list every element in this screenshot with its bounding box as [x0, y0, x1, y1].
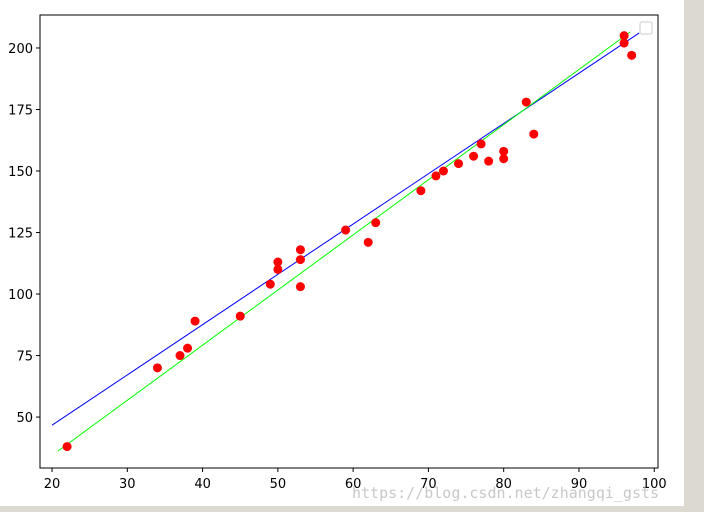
scatter-point [295, 282, 305, 292]
x-tick-label: 90 [571, 477, 588, 492]
scatter-point [183, 343, 193, 353]
scatter-point [438, 166, 448, 176]
scatter-point [152, 363, 162, 373]
x-tick-label: 60 [345, 477, 362, 492]
window-edge [684, 0, 704, 512]
scatter-point [175, 351, 185, 361]
scatter-point [529, 129, 539, 139]
watermark: https://blog.csdn.net/zhangqi_gsts [352, 484, 659, 502]
fit-line [57, 31, 631, 452]
scatter-point [363, 237, 373, 247]
scatter-point [62, 442, 72, 452]
y-tick-label: 100 [8, 288, 33, 303]
y-tick-label: 175 [8, 103, 33, 118]
scatter-point [469, 151, 479, 161]
scatter-point [499, 146, 509, 156]
legend-box [639, 21, 653, 35]
scatter-point [627, 50, 637, 60]
y-tick-label: 125 [8, 227, 33, 242]
y-tick-label: 150 [8, 165, 33, 180]
window-edge [0, 506, 704, 512]
scatter-point [619, 38, 629, 48]
scatter-point [235, 311, 245, 321]
y-tick-label: 75 [16, 350, 33, 365]
scatter-point [454, 159, 464, 169]
x-tick-label: 70 [420, 477, 437, 492]
scatter-point [371, 218, 381, 228]
x-tick-label: 30 [119, 477, 136, 492]
scatter-point [273, 257, 283, 267]
y-tick-label: 50 [16, 411, 33, 426]
scatter-point [341, 225, 351, 235]
x-tick-label: 50 [270, 477, 287, 492]
scatter-point [295, 245, 305, 255]
scatter-point [190, 316, 200, 326]
scatter-point [295, 255, 305, 265]
x-tick-label: 100 [642, 477, 667, 492]
scatter-point [476, 139, 486, 149]
scatter-point [619, 31, 629, 41]
x-tick-label: 80 [495, 477, 512, 492]
scatter-point [431, 171, 441, 181]
plot-area [39, 14, 659, 469]
scatter-point [416, 186, 426, 196]
x-tick-label: 40 [194, 477, 211, 492]
y-tick-label: 200 [8, 42, 33, 57]
scatter-point [484, 156, 494, 166]
x-tick-label: 20 [44, 477, 61, 492]
scatter-point [521, 97, 531, 107]
scatter-point [265, 279, 275, 289]
scatter-point [273, 264, 283, 274]
scatter-point [499, 154, 509, 164]
